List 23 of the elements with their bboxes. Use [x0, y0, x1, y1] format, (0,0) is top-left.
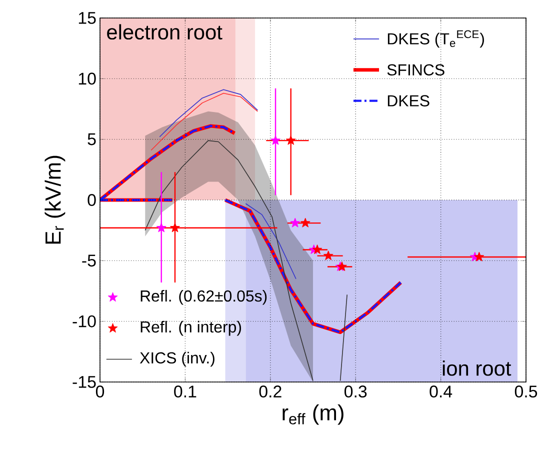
series-label: electron root: [107, 24, 222, 40]
legend-label: SFINCS: [387, 64, 444, 76]
x-tick-label: 0.1: [174, 386, 196, 398]
x-tick-label: 0: [96, 386, 104, 398]
legend-label: Refl. (0.62±0.05s): [140, 290, 267, 305]
y-tick-label: -15: [72, 376, 96, 388]
x-tick-label: 0.5: [514, 386, 538, 398]
x-tick-label: 0.3: [344, 386, 367, 398]
x-tick-label: 0.2: [259, 386, 282, 398]
x-tick-label: 0.4: [430, 386, 452, 398]
y-axis-title: E$_{r}$ (kV/m): [44, 156, 66, 244]
x-axis-title: r$_{eff}$ (m): [282, 404, 344, 425]
y-tick-label: 15: [78, 12, 96, 24]
y-tick-label: 0: [88, 194, 96, 206]
y-tick-label: -10: [72, 315, 96, 328]
y-tick-label: -5: [82, 254, 96, 267]
series-label: ion root: [442, 360, 512, 376]
y-tick-label: 5: [88, 133, 96, 146]
y-tick-label: 10: [78, 72, 96, 85]
legend-label: DKES (T$_{e}$$^{ECE}$): [388, 30, 484, 48]
legend-label: XICS (inv.): [140, 352, 214, 367]
legend-label: Refl. (n interp): [140, 320, 241, 336]
legend-label: DKES: [388, 95, 430, 106]
